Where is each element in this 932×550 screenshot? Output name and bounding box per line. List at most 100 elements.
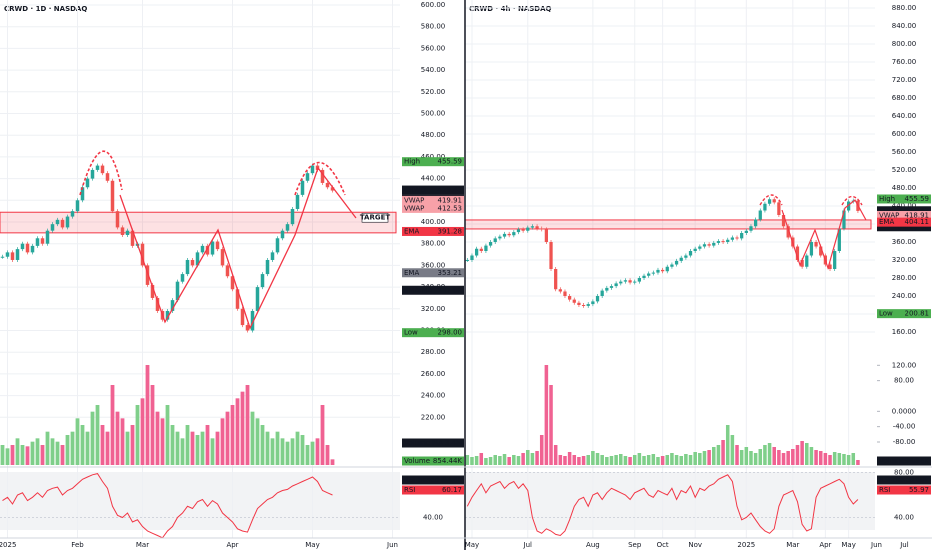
volume-bar: [0, 445, 5, 465]
candle: [479, 248, 483, 251]
y-tick-label: 240.00: [421, 392, 446, 400]
y-tick-label: 520.00: [421, 88, 446, 96]
volume-bar: [800, 441, 804, 465]
volume-bar: [530, 453, 535, 465]
volume-bar: [632, 455, 637, 465]
candle: [530, 226, 535, 228]
volume-bar: [670, 453, 674, 465]
candle: [507, 233, 511, 236]
candle: [814, 242, 818, 247]
volume-bar: [260, 425, 265, 465]
candle: [637, 278, 642, 282]
candle: [581, 305, 586, 306]
candle: [833, 251, 837, 269]
volume-bar: [95, 405, 100, 465]
candle: [586, 304, 590, 306]
candle: [702, 244, 707, 247]
x-tick-label: Apr: [819, 541, 831, 549]
candle: [270, 252, 275, 260]
volume-bar: [707, 450, 711, 465]
volume-bar: [772, 447, 776, 465]
volume-bar: [558, 455, 563, 465]
candle: [767, 199, 772, 204]
candle: [20, 243, 25, 250]
volume-bar: [572, 455, 577, 465]
volume-bar: [512, 455, 516, 465]
candle: [735, 237, 739, 239]
price-badge: [402, 157, 464, 167]
volume-bar: [290, 438, 295, 465]
candle: [842, 210, 846, 229]
y-tick-label: 260.00: [421, 370, 446, 378]
candle: [260, 274, 265, 288]
volume-bar: [828, 455, 832, 465]
annotation-box: [361, 212, 389, 223]
candle: [180, 274, 185, 282]
volume-bar: [637, 453, 642, 465]
x-tick-label: Nov: [688, 541, 702, 549]
y-tick-label: 240.00: [892, 292, 917, 300]
volume-bar: [265, 431, 270, 465]
volume-bar: [744, 447, 749, 465]
volume-bar: [698, 453, 702, 465]
volume-bar: [175, 431, 180, 465]
volume-bar: [90, 411, 95, 465]
candle: [155, 297, 160, 311]
price-badge: [877, 210, 931, 220]
y-tick-label: 560.00: [421, 44, 446, 52]
badge-price: 298.00: [438, 329, 463, 337]
volume-bar: [679, 456, 683, 465]
badge-name: CRWD: [404, 186, 426, 194]
volume-bar: [40, 445, 45, 465]
x-tick-label: Aug: [586, 541, 600, 549]
volume-bar: [80, 425, 85, 465]
price-badge: [402, 185, 464, 195]
price-badge: [402, 195, 464, 205]
candle: [558, 289, 562, 292]
badge-name: EMA: [879, 218, 894, 226]
volume-bar: [684, 454, 688, 465]
candle: [712, 242, 716, 246]
resistance-zone: [464, 219, 872, 230]
candle: [809, 242, 814, 256]
volume-bar: [50, 438, 55, 465]
volume-bar: [180, 438, 185, 465]
candle: [35, 238, 40, 246]
y-tick-label: 460.00: [421, 153, 446, 161]
volume-bar: [674, 455, 679, 465]
volume-bar: [465, 455, 470, 465]
rsi-tick-label: 80.00: [894, 469, 914, 477]
candle: [225, 265, 230, 277]
volume-bar: [553, 445, 558, 465]
y-tick-label: 380.00: [421, 240, 446, 248]
y-tick-label: 680.00: [892, 94, 917, 102]
candle: [325, 182, 330, 188]
candle: [795, 246, 800, 260]
candle: [170, 300, 175, 311]
candle: [30, 245, 35, 253]
volume-bar: [623, 456, 628, 465]
candle: [165, 310, 170, 320]
volume-bar: [55, 441, 60, 465]
volume-bar: [195, 435, 200, 465]
volume-bar: [814, 450, 818, 465]
candle: [250, 310, 255, 331]
volume-bar: [205, 425, 210, 465]
candle: [105, 173, 110, 181]
y-tick-label: 500.00: [421, 110, 446, 118]
candle: [120, 227, 125, 236]
volume-bar: [300, 435, 305, 465]
candle: [15, 249, 20, 260]
volume-bar: [65, 435, 70, 465]
candle: [275, 238, 280, 253]
volume-bar: [305, 445, 310, 465]
volume-bar: [35, 438, 40, 465]
pane-label-name: Volume MA: [879, 457, 918, 465]
pattern-arc: [841, 195, 863, 206]
volume-bar: [777, 450, 781, 465]
volume-bar: [605, 457, 609, 465]
badge-name: CRWD: [879, 207, 901, 215]
pane-label-value: 854.44K: [433, 457, 462, 465]
annotation: TARGET: [360, 214, 391, 222]
candle: [544, 229, 549, 242]
